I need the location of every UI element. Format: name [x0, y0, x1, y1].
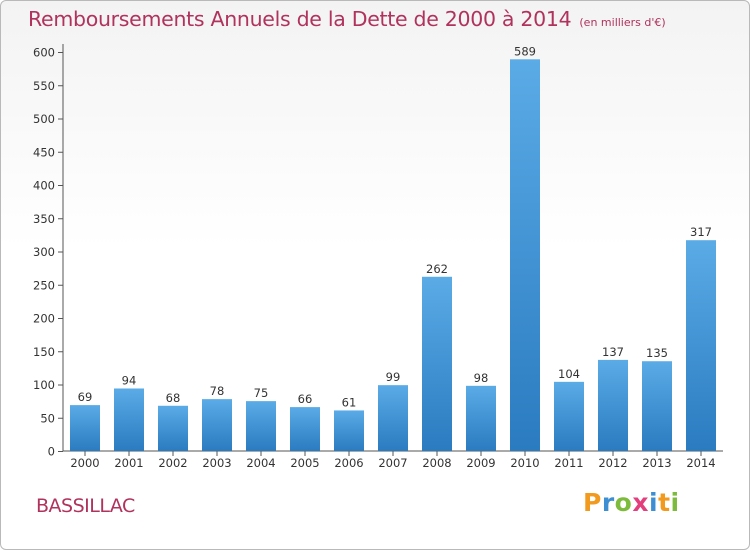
data-label-2013: 135 — [646, 346, 668, 360]
bar-2000 — [70, 405, 100, 451]
data-label-2007: 99 — [386, 370, 401, 384]
data-label-2009: 98 — [474, 371, 489, 385]
x-tick-label-2014: 2014 — [686, 456, 715, 470]
bar-2004 — [246, 401, 276, 451]
data-label-2003: 78 — [210, 384, 225, 398]
x-tick-label-2004: 2004 — [246, 456, 275, 470]
bar-2013 — [642, 361, 672, 451]
y-tick-label: 450 — [33, 145, 55, 159]
bar-2009 — [466, 385, 496, 451]
y-tick-label: 250 — [33, 278, 55, 292]
x-tick-label-2010: 2010 — [510, 456, 539, 470]
x-tick-label-2008: 2008 — [422, 456, 451, 470]
y-tick-label: 400 — [33, 179, 55, 193]
y-tick-label: 500 — [33, 112, 55, 126]
bar-2010 — [510, 59, 540, 451]
x-tick-label-2011: 2011 — [554, 456, 583, 470]
y-tick-label: 550 — [33, 79, 55, 93]
y-tick-label: 300 — [33, 245, 55, 259]
bar-2014 — [686, 240, 716, 451]
data-label-2011: 104 — [558, 367, 580, 381]
chart-title: Remboursements Annuels de la Dette de 20… — [28, 7, 666, 31]
bar-2005 — [290, 407, 320, 451]
logo-letter: t — [658, 488, 671, 517]
logo-letter: P — [583, 488, 602, 517]
x-tick-label-2000: 2000 — [70, 456, 99, 470]
data-label-2006: 61 — [342, 395, 357, 409]
bar-2006 — [334, 410, 364, 451]
logo-letter: r — [601, 488, 615, 517]
y-tick-label: 150 — [33, 345, 55, 359]
x-tick-label-2007: 2007 — [378, 456, 407, 470]
data-label-2000: 69 — [78, 390, 93, 404]
bar-2012 — [598, 359, 628, 451]
logo-letter: o — [614, 488, 633, 517]
y-tick-label: 100 — [33, 378, 55, 392]
x-tick-label-2012: 2012 — [598, 456, 627, 470]
y-tick-label: 200 — [33, 312, 55, 326]
chart-title-text: Remboursements Annuels de la Dette de 20… — [28, 7, 572, 31]
data-label-2002: 68 — [166, 391, 181, 405]
data-label-2008: 262 — [426, 262, 448, 276]
x-tick-label-2005: 2005 — [290, 456, 319, 470]
y-tick-label: 0 — [48, 445, 55, 459]
bar-2001 — [114, 388, 144, 451]
proxiti-logo[interactable]: Proxiti — [583, 488, 680, 517]
data-label-2004: 75 — [254, 386, 269, 400]
chart-bars: 69 94 68 78 75 66 61 99 262 98 589 104 137 135 317 — [70, 44, 716, 451]
logo-letter: i — [649, 488, 659, 517]
y-tick-label: 600 — [33, 46, 55, 60]
chart-axes: 0 50 100 150 200 250 300 350 400 450 500 550 600 2000… — [33, 44, 723, 470]
x-tick-label-2013: 2013 — [642, 456, 671, 470]
y-tick-label: 350 — [33, 212, 55, 226]
x-tick-label-2001: 2001 — [114, 456, 143, 470]
data-label-2001: 94 — [122, 373, 137, 387]
data-label-2010: 589 — [514, 44, 536, 58]
bar-2003 — [202, 399, 232, 451]
y-tick-label: 50 — [40, 411, 55, 425]
town-name: BASSILLAC — [36, 495, 135, 517]
data-label-2005: 66 — [298, 392, 313, 406]
chart-subtitle: (en milliers d'€) — [579, 16, 666, 29]
x-tick-label-2006: 2006 — [334, 456, 363, 470]
x-tick-label-2009: 2009 — [466, 456, 495, 470]
logo-letter: x — [632, 488, 649, 517]
bar-2008 — [422, 276, 452, 451]
x-tick-label-2002: 2002 — [158, 456, 187, 470]
data-label-2012: 137 — [602, 345, 624, 359]
logo-letter: i — [670, 488, 680, 517]
data-label-2014: 317 — [690, 225, 712, 239]
bar-2007 — [378, 385, 408, 451]
bar-2011 — [554, 381, 584, 451]
x-tick-label-2003: 2003 — [202, 456, 231, 470]
bar-2002 — [158, 405, 188, 451]
